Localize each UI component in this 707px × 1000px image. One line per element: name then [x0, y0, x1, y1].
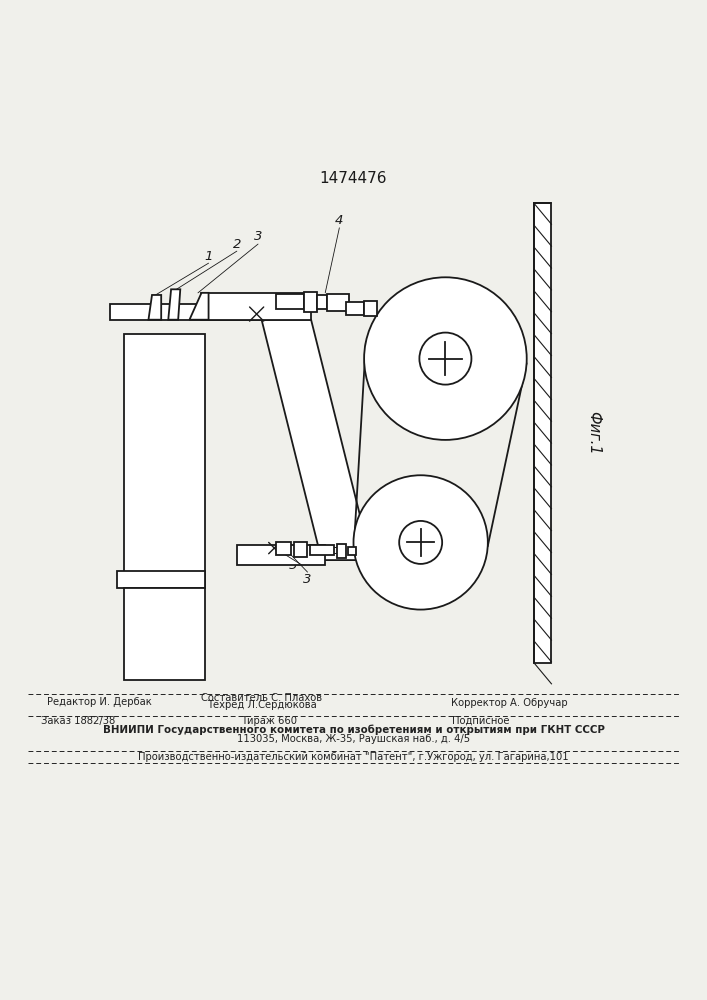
Text: Производственно-издательский комбинат "Патент", г.Ужгород, ул. Гагарина,101: Производственно-издательский комбинат "П… — [138, 752, 569, 762]
Bar — [110, 304, 269, 320]
Bar — [337, 544, 346, 558]
Text: 5: 5 — [289, 559, 298, 572]
Circle shape — [364, 277, 527, 440]
Text: ВНИИПИ Государственного комитета по изобретениям и открытиям при ГКНТ СССР: ВНИИПИ Государственного комитета по изоб… — [103, 725, 604, 735]
Bar — [346, 302, 364, 315]
Text: 3: 3 — [254, 230, 262, 243]
Text: Составитель С. Плахов: Составитель С. Плахов — [201, 693, 322, 703]
Bar — [276, 542, 291, 555]
Bar — [534, 203, 551, 663]
Bar — [276, 294, 304, 309]
Circle shape — [399, 521, 442, 564]
Bar — [124, 334, 205, 588]
Text: Тираж 660: Тираж 660 — [240, 716, 297, 726]
Text: 2: 2 — [233, 238, 241, 251]
Bar — [124, 588, 205, 680]
Bar — [294, 542, 307, 557]
Polygon shape — [189, 293, 209, 320]
Text: Заказ 1882/38: Заказ 1882/38 — [40, 716, 115, 726]
Polygon shape — [262, 320, 371, 560]
Text: 3: 3 — [303, 573, 312, 586]
Polygon shape — [168, 289, 180, 320]
Bar — [201, 293, 311, 320]
Polygon shape — [148, 295, 161, 320]
Text: Техред Л.Сердюкова: Техред Л.Сердюкова — [206, 700, 317, 710]
Circle shape — [354, 475, 488, 610]
Bar — [310, 545, 334, 555]
Text: Редактор И. Дербак: Редактор И. Дербак — [47, 696, 151, 707]
Text: Корректор А. Обручар: Корректор А. Обручар — [451, 698, 567, 708]
Text: Фиг.1: Фиг.1 — [586, 411, 602, 455]
Bar — [117, 571, 205, 588]
Bar — [327, 294, 349, 311]
Text: 4: 4 — [335, 214, 344, 227]
Text: 1474476: 1474476 — [320, 171, 387, 186]
Bar — [304, 292, 317, 312]
Text: 1: 1 — [204, 250, 213, 263]
Bar — [348, 547, 356, 555]
Text: 113035, Москва, Ж-35, Раушская наб., д. 4/5: 113035, Москва, Ж-35, Раушская наб., д. … — [237, 734, 470, 744]
Bar — [317, 295, 327, 309]
Circle shape — [419, 333, 472, 385]
Bar — [364, 301, 377, 316]
Text: Подписное: Подписное — [452, 716, 510, 726]
Bar — [237, 545, 325, 565]
